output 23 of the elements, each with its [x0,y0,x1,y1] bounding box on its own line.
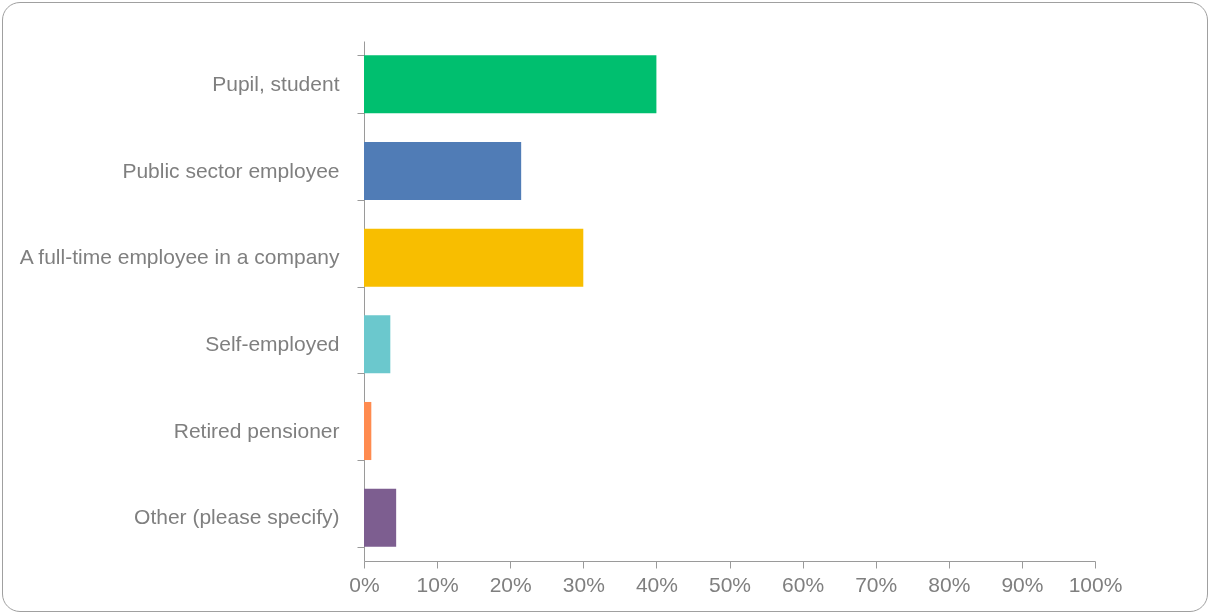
x-tick-label: 60% [782,572,825,596]
y-tick-label: Self-employed [205,331,340,355]
x-tick-label: 80% [928,572,971,596]
y-tick-label: Retired pensioner [173,418,340,442]
x-tick-label: 40% [635,572,678,596]
x-tick-label: 20% [489,572,532,596]
bar [364,228,584,287]
x-tick-label: 10% [416,572,459,596]
y-tick-label: A full-time employee in a company [19,245,340,269]
y-tick-label: Other (please specify) [134,505,340,529]
x-tick-label: 0% [349,572,380,596]
x-tick-label: 70% [855,572,898,596]
y-tick-label: Pupil, student [212,71,340,95]
y-tick-label: Public sector employee [122,158,340,182]
bar [364,141,522,201]
bar [364,401,372,461]
x-tick-label: 100% [1068,572,1123,596]
bar [364,315,391,374]
x-tick-label: 30% [562,572,605,596]
x-tick-label: 50% [708,572,752,596]
bar [364,488,397,547]
bar [364,55,657,114]
x-tick-label: 90% [1001,572,1044,596]
